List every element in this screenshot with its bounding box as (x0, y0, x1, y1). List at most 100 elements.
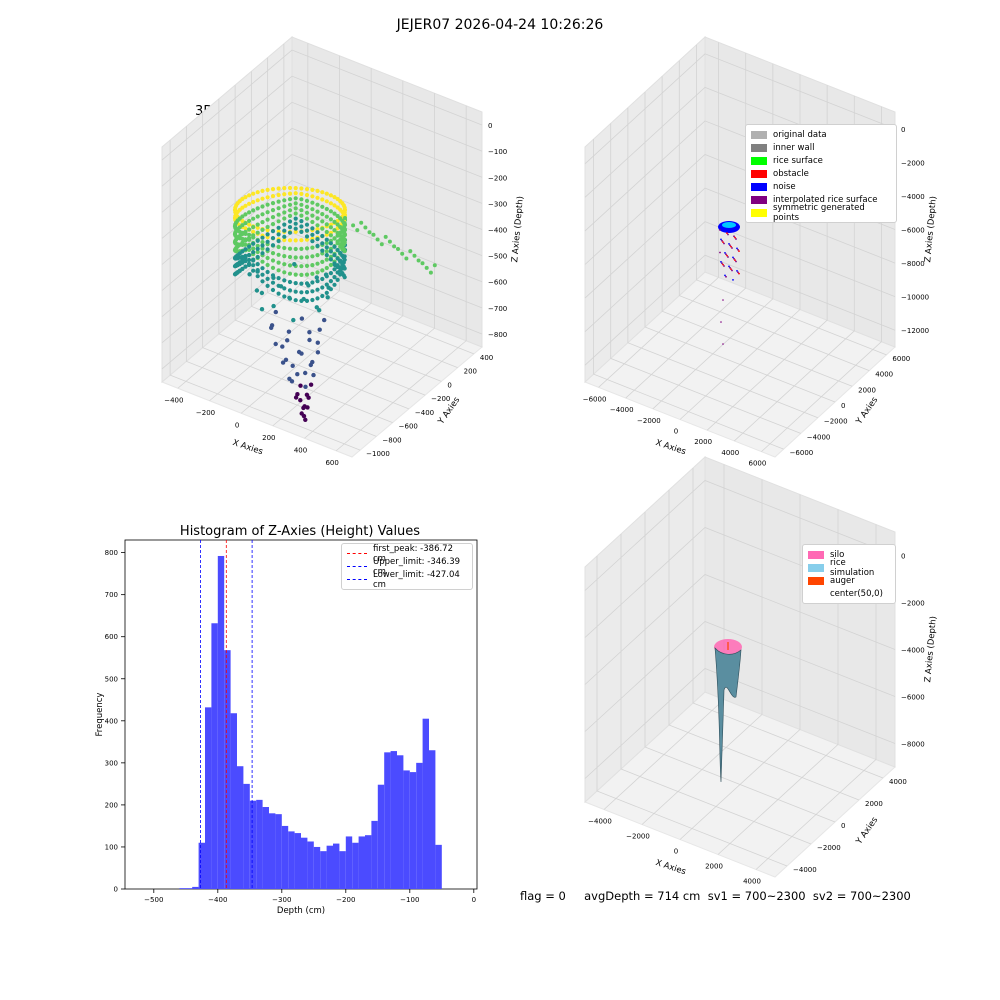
data-point (293, 272, 298, 277)
histogram-bar (326, 845, 333, 889)
plot1-z-tick-label: −500 (488, 253, 507, 261)
data-point (304, 187, 310, 192)
data-point (308, 382, 314, 387)
data-point (247, 193, 252, 198)
plot1-z-tick-label: −300 (488, 200, 507, 208)
classified-point (723, 242, 725, 245)
plot1-y-gridline (267, 57, 458, 368)
data-point (260, 220, 265, 225)
data-point (304, 228, 310, 233)
histogram-bar (345, 836, 353, 889)
data-point (287, 288, 293, 293)
data-point (299, 238, 304, 243)
histogram-bar (179, 888, 186, 889)
data-point (255, 222, 260, 227)
data-point (260, 240, 265, 245)
data-point (282, 204, 287, 209)
data-point (255, 214, 260, 219)
data-point (299, 246, 304, 251)
legend-swatch (751, 143, 767, 152)
status-footer: flag = 0 avgDepth = 714 cm sv1 = 700~230… (520, 889, 911, 903)
data-point (240, 231, 245, 237)
data-point (280, 344, 285, 349)
plot2-y-gridline (644, 92, 836, 403)
classified-point (728, 265, 730, 268)
data-point (247, 244, 252, 249)
data-point (287, 271, 293, 276)
data-point (310, 289, 315, 294)
data-point (265, 228, 270, 233)
data-point (335, 277, 340, 282)
classified-point (737, 271, 739, 274)
data-point (255, 206, 260, 211)
plot2-z-gridline (584, 187, 896, 299)
data-point (299, 224, 304, 229)
data-point (315, 270, 320, 275)
data-point (328, 249, 333, 254)
plot4-x-tick-label: 2000 (705, 863, 723, 871)
plot4-x-tick-label: −2000 (626, 833, 650, 841)
data-point (301, 296, 306, 302)
data-point (332, 275, 337, 280)
data-point (255, 198, 260, 203)
data-point (276, 268, 281, 273)
data-point (315, 253, 320, 258)
data-point (304, 263, 310, 268)
data-point (299, 202, 304, 207)
legend-swatch (808, 550, 824, 559)
data-point (293, 298, 298, 303)
data-point (282, 245, 287, 251)
data-point (251, 241, 256, 246)
data-point (296, 349, 302, 355)
data-point (265, 217, 270, 222)
legend-swatch (808, 576, 824, 585)
data-point (332, 267, 337, 272)
classified-point (724, 252, 726, 254)
legend-line (347, 566, 367, 567)
plot1-x-gridline (335, 105, 467, 452)
data-point (314, 305, 319, 310)
data-point (251, 258, 256, 263)
histogram-bar (365, 835, 372, 889)
data-point (324, 237, 329, 242)
data-point (270, 243, 276, 248)
plot2-y-tick-label: 0 (841, 402, 845, 410)
histogram-bar (390, 751, 397, 889)
data-point (243, 242, 248, 247)
data-point (307, 337, 312, 343)
plot1-z-tick-label: 0 (488, 122, 492, 130)
data-point (282, 262, 287, 267)
data-point (324, 222, 329, 227)
data-point (265, 262, 270, 268)
data-point (320, 219, 325, 224)
plot2-z-tick-label: 0 (901, 126, 905, 134)
data-point (282, 222, 287, 227)
data-point (315, 350, 321, 355)
data-point (332, 244, 337, 249)
classified-point (738, 272, 740, 275)
histogram-bar (192, 886, 199, 889)
classified-point (735, 260, 737, 263)
data-point (396, 247, 400, 251)
data-point (317, 308, 322, 313)
plot2-y-axis-label: Y Axies (854, 395, 881, 427)
plot2-z-gridline (584, 53, 896, 165)
data-point (251, 250, 256, 255)
data-point (271, 303, 276, 309)
data-point (328, 271, 333, 276)
data-point (324, 240, 329, 246)
data-point (299, 229, 304, 234)
plot1-z-gridline (161, 49, 483, 161)
data-point (295, 372, 300, 377)
legend-item: rice simulation (808, 558, 890, 578)
plot4-z-tick-label: −6000 (901, 694, 925, 702)
data-point (247, 235, 252, 241)
data-point (324, 191, 329, 196)
histogram-bar (422, 718, 429, 889)
legend-item: center(50,0) (808, 587, 890, 600)
data-point (240, 258, 245, 263)
data-point (276, 244, 281, 250)
data-point (371, 232, 376, 237)
data-point (303, 417, 308, 422)
legend-item: silo (808, 548, 890, 561)
